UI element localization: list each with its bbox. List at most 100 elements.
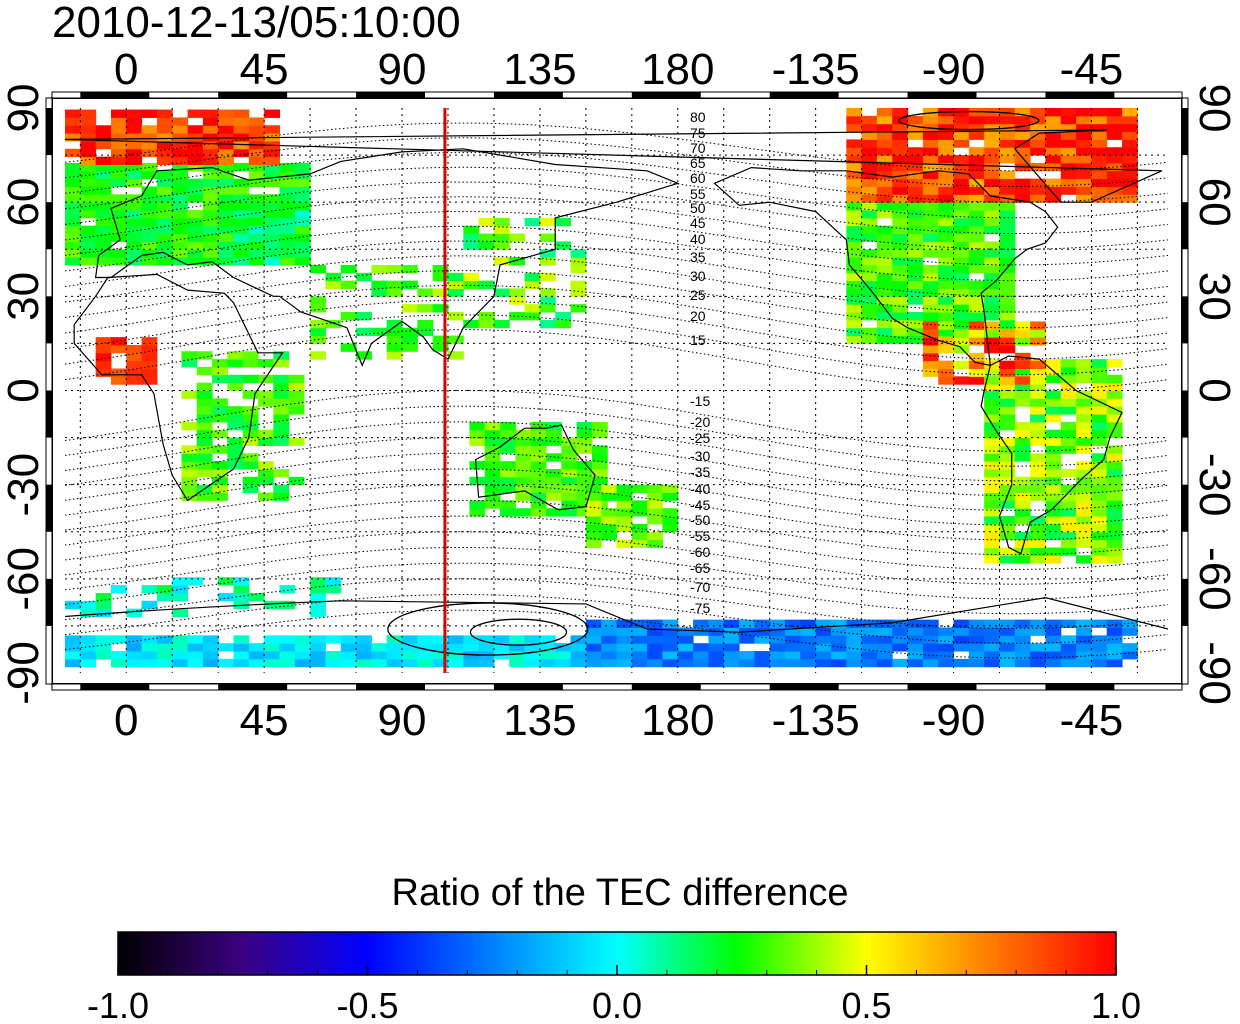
lat-tick-label-left: 30 [0, 272, 48, 321]
lon-tick-label-bottom: 180 [641, 696, 714, 745]
axis-border-segment [46, 202, 52, 250]
contour-line [65, 152, 1168, 203]
colorbar-tick-label: -1.0 [87, 985, 149, 1024]
lat-tick-label-right: 90 [1190, 84, 1239, 133]
axis-border-bar [51, 91, 1183, 99]
contour-label: 55 [690, 186, 706, 202]
contour-label: -25 [690, 430, 710, 446]
contour-line [65, 166, 1168, 219]
axis-border-segment [46, 578, 52, 626]
contour-line [65, 196, 1168, 250]
lat-tick-label-left: -60 [0, 547, 48, 611]
contour-label: 70 [690, 140, 706, 156]
axis-border-segment [1182, 108, 1188, 156]
axis-border-segment [493, 684, 563, 690]
contour-label: -40 [690, 481, 710, 497]
axis-border-segment [1182, 484, 1188, 532]
contour-label: -75 [690, 600, 710, 616]
contour-line [65, 609, 1168, 659]
contour-label: -65 [690, 560, 710, 576]
lon-tick-label-top: -45 [1060, 45, 1124, 94]
contour-label: -45 [690, 497, 710, 513]
lat-tick-label-right: -60 [1190, 547, 1239, 611]
contour-line [65, 531, 1168, 585]
contour-label: 20 [690, 308, 706, 324]
contour-line [65, 547, 1168, 600]
contour-label: -60 [690, 544, 710, 560]
axis-border-segment [1182, 296, 1188, 344]
lat-tick-label-right: 0 [1190, 378, 1239, 402]
contour-line [65, 122, 1168, 172]
contour-line [65, 137, 1168, 187]
contour-label: 25 [690, 287, 706, 303]
lon-tick-label-top: 135 [503, 45, 576, 94]
axis-border-bar [51, 683, 1183, 691]
axis-border-segment [46, 296, 52, 344]
contour-line [65, 181, 1168, 234]
colorbar-tick-label: -0.5 [336, 985, 398, 1024]
map-axes: 0045459090135135180180-135-135-90-90-45-… [0, 45, 1239, 745]
colorbar-title: Ratio of the TEC difference [391, 872, 849, 914]
contour-label: -30 [690, 448, 710, 464]
coast-south-america [980, 355, 1123, 555]
lon-tick-label-bottom: -45 [1060, 696, 1124, 745]
contour-label: -55 [690, 528, 710, 544]
lat-tick-label-left: 60 [0, 178, 48, 227]
axis-border-segment [769, 92, 839, 98]
lon-tick-label-bottom: -135 [772, 696, 860, 745]
axis-border-segment [80, 684, 150, 690]
contour-line [65, 594, 1168, 644]
contour-line [65, 515, 1168, 570]
lat-tick-label-right: 60 [1190, 178, 1239, 227]
tec-data-layer [65, 108, 1138, 668]
contour-label: -70 [690, 579, 710, 595]
lon-tick-label-bottom: 45 [240, 696, 289, 745]
axis-border-segment [1182, 202, 1188, 250]
contour-line [65, 562, 1168, 615]
contour-label: 15 [690, 332, 706, 348]
axis-border-segment [907, 684, 977, 690]
colorbar-tick-label: 0.5 [841, 985, 891, 1024]
axis-border-segment [80, 92, 150, 98]
contour-label: 40 [690, 231, 706, 247]
lon-tick-label-top: 180 [641, 45, 714, 94]
coast-australia [474, 424, 596, 511]
axis-border-segment [46, 108, 52, 156]
axis-border-segment [46, 390, 52, 438]
axis-border-segment [907, 92, 977, 98]
lon-tick-label-top: -90 [922, 45, 986, 94]
lon-tick-label-top: 0 [114, 45, 138, 94]
lon-tick-label-top: 45 [240, 45, 289, 94]
lon-tick-label-bottom: -90 [922, 696, 986, 745]
lat-tick-label-left: 90 [0, 84, 48, 133]
contour-label: 65 [690, 155, 706, 171]
coast-antarctica [65, 597, 1168, 633]
contour-label: 50 [690, 200, 706, 216]
lat-tick-label-left: -90 [0, 641, 48, 705]
lat-tick-label-right: -30 [1190, 453, 1239, 517]
axis-border-segment [1182, 578, 1188, 626]
lon-tick-label-top: -135 [772, 45, 860, 94]
south-pole-contour [469, 618, 568, 646]
axis-border-segment [1045, 684, 1115, 690]
lat-tick-label-left: -30 [0, 453, 48, 517]
coastlines [65, 129, 1168, 633]
axis-border-segment [631, 684, 701, 690]
contour-label: -15 [690, 393, 710, 409]
lon-tick-label-bottom: 90 [378, 696, 427, 745]
contour-line [65, 211, 1168, 266]
contour-label: -20 [690, 414, 710, 430]
contour-label: -50 [690, 512, 710, 528]
north-pole-contour [898, 110, 1040, 131]
coast-eurasia [94, 148, 680, 367]
contour-label: 45 [690, 215, 706, 231]
axis-border-segment [631, 92, 701, 98]
contour-line [65, 578, 1168, 629]
contour-label: 30 [690, 268, 706, 284]
contour-line [65, 499, 1168, 556]
coast-greenland [65, 129, 1163, 203]
colorbar-tick-label: 1.0 [1091, 985, 1141, 1024]
axis-border-segment [1045, 92, 1115, 98]
